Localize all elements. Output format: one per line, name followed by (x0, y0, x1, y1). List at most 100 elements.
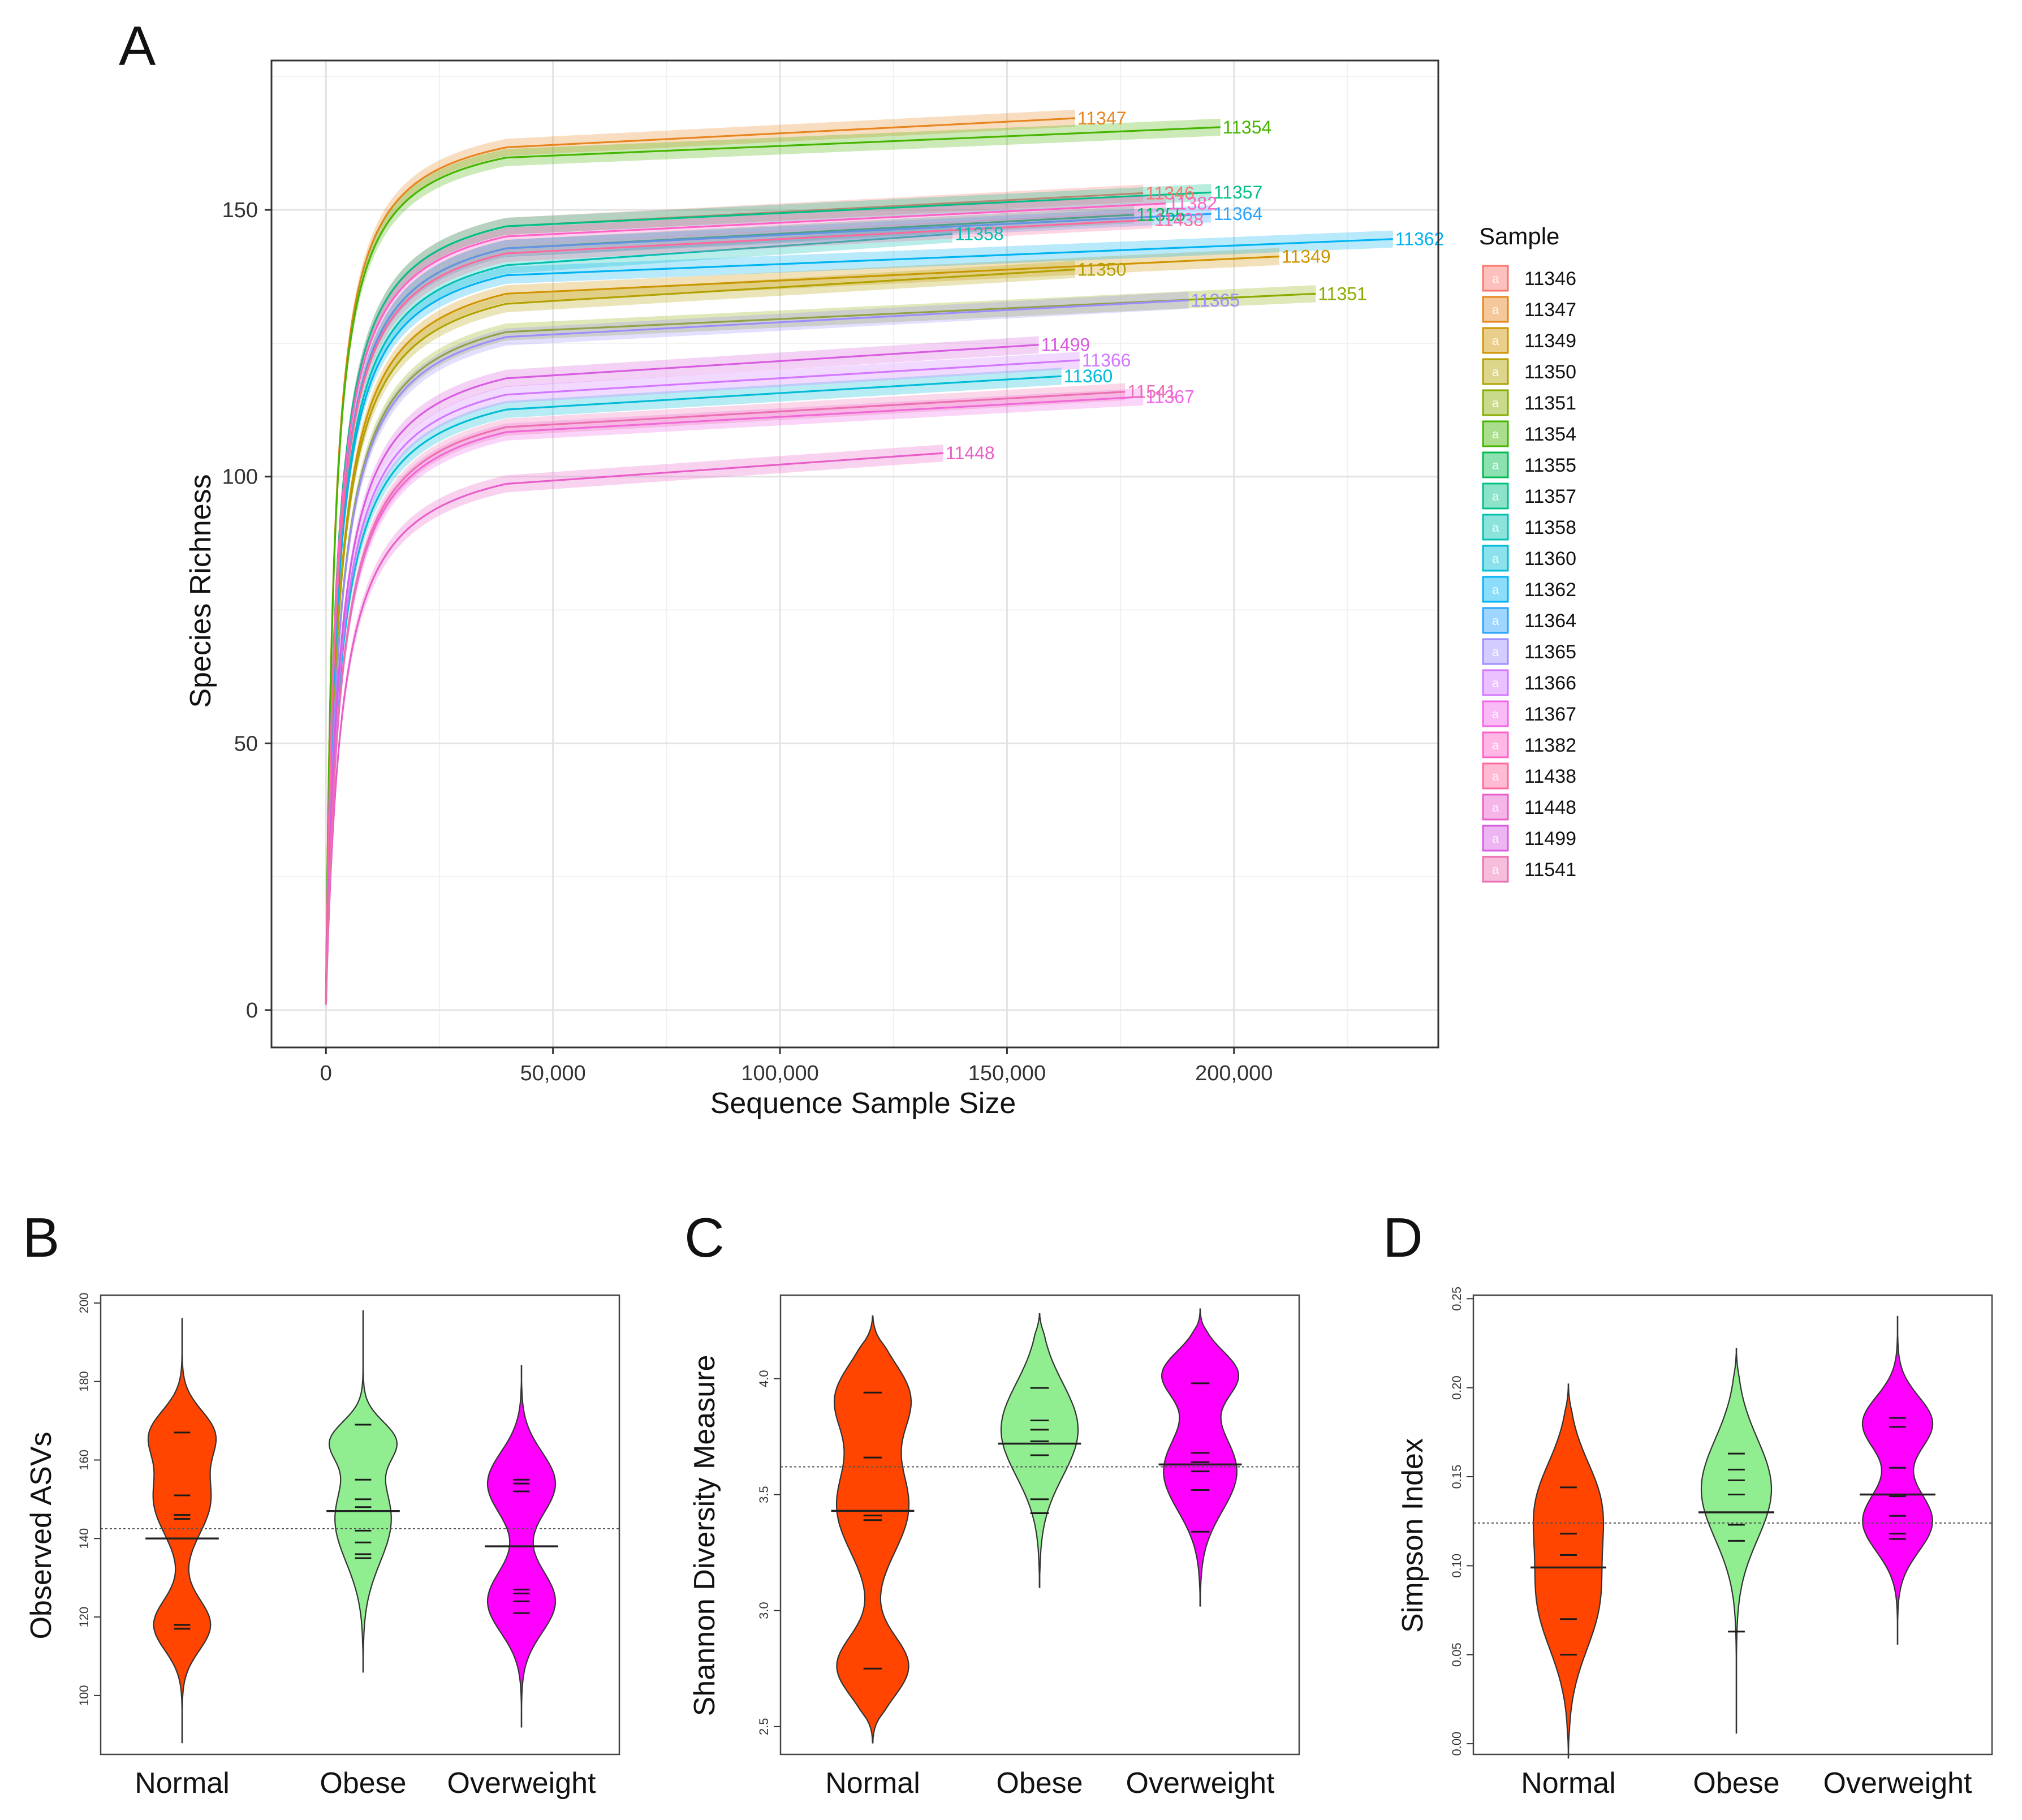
legend-key-glyph: a (1492, 271, 1499, 286)
panel-c-y-axis-title: Shannon Diversity Measure (688, 1355, 721, 1717)
y-tick-label: 0.25 (1450, 1287, 1464, 1311)
y-tick-label: 140 (77, 1528, 91, 1549)
legend-key-glyph: a (1492, 489, 1499, 503)
y-tick-label: 120 (77, 1607, 91, 1628)
legend-key-glyph: a (1492, 614, 1499, 628)
legend-label-11360: 11360 (1524, 548, 1576, 570)
curve-ribbon-11362 (326, 230, 1393, 1013)
curve-line-11365 (325, 299, 1189, 1005)
x-tick-label: 50,000 (520, 1062, 586, 1085)
curve-label-11349: 11349 (1282, 247, 1331, 267)
legend-key-glyph: a (1492, 676, 1499, 690)
y-tick-label: 0.15 (1450, 1465, 1464, 1489)
panel-a-curve-labels: 11346 11347 11349 11350 11351 11354 11355 11357… (946, 108, 1444, 463)
legend-label-11354: 11354 (1524, 424, 1576, 445)
y-tick-label: 0 (246, 999, 258, 1023)
panel-d-letter: D (1383, 1206, 1423, 1269)
legend-key-11448 (1482, 793, 1509, 821)
legend-label-11499: 11499 (1524, 828, 1576, 849)
category-label-normal: Normal (825, 1767, 920, 1800)
legend-label-11357: 11357 (1524, 486, 1576, 507)
curve-label-11355: 11355 (1136, 205, 1185, 225)
legend-key-11364 (1482, 607, 1509, 634)
curve-line-11541 (325, 391, 1126, 1005)
category-label-overweight: Overweight (447, 1767, 597, 1800)
y-tick-label: 4.0 (757, 1370, 771, 1387)
curve-label-11364: 11364 (1214, 204, 1263, 224)
curve-label-11367: 11367 (1145, 386, 1195, 407)
curve-line-11499 (325, 344, 1039, 1005)
panel-a-curves (325, 109, 1393, 1013)
legend-key-glyph: a (1492, 396, 1499, 410)
curve-line-11358 (325, 233, 953, 1005)
legend-key-11355 (1482, 451, 1509, 478)
panel-d-plot: Normal Obese Overweight 0.00 0.05 0.10 0.15 0.2… (1450, 1287, 1993, 1800)
legend-label-11367: 11367 (1524, 704, 1576, 725)
panel-a: A 11346 11347 11349 11350 11351 11354 11355 113… (119, 15, 1576, 1120)
legend-label-11364: 11364 (1524, 610, 1576, 632)
x-tick-label: 150,000 (968, 1062, 1046, 1085)
curve-label-11354: 11354 (1223, 117, 1272, 137)
legend-title: Sample (1479, 223, 1559, 249)
panel-a-y-axis-title: Species Richness (184, 474, 217, 708)
violin-overweight (1161, 1308, 1240, 1607)
category-label-overweight: Overweight (1823, 1767, 1973, 1800)
curve-ribbon-11346 (326, 184, 1144, 1013)
panel-a-plot-background (271, 61, 1438, 1047)
legend-label-11350: 11350 (1524, 361, 1576, 383)
y-tick-label: 2.5 (757, 1718, 771, 1735)
curve-line-11438 (325, 219, 1153, 1004)
legend-key-11541 (1482, 856, 1509, 883)
curve-line-11350 (325, 268, 1075, 1005)
panel-a-x-axis-title: Sequence Sample Size (710, 1087, 1016, 1120)
x-tick-label: 0 (320, 1062, 332, 1085)
legend-key-glyph: a (1492, 800, 1499, 814)
legend-label-11347: 11347 (1524, 299, 1576, 321)
legend-key-11365 (1482, 638, 1509, 665)
violin-overweight (1861, 1316, 1934, 1645)
legend-label-11351: 11351 (1524, 393, 1576, 414)
curve-line-11366 (325, 359, 1080, 1005)
curve-line-11362 (325, 238, 1393, 1005)
category-label-obese: Obese (996, 1767, 1083, 1800)
y-tick-label: 3.0 (757, 1602, 771, 1619)
curve-ribbon-11349 (326, 248, 1279, 1013)
legend-key-glyph: a (1492, 769, 1499, 783)
legend-key-glyph: a (1492, 831, 1499, 846)
legend-key-glyph: a (1492, 334, 1499, 348)
curve-label-11351: 11351 (1318, 283, 1367, 304)
panel-a-x-ticks: 0 50,000 100,000 150,000 200,000 (320, 1047, 1273, 1085)
plot-border (100, 1294, 620, 1756)
panel-a-letter: A (119, 15, 156, 77)
curve-ribbon-11438 (326, 211, 1153, 1013)
legend-key-glyph: a (1492, 520, 1499, 534)
violin-obese (328, 1310, 398, 1673)
panel-b-plot: Normal Obese Overweight 100 120 140 160 180 200 (77, 1293, 620, 1800)
y-tick-label: 3.5 (757, 1486, 771, 1503)
curve-line-11448 (325, 452, 944, 1005)
violin-obese (1000, 1313, 1079, 1588)
legend-key-11351 (1482, 389, 1509, 416)
legend-label-11366: 11366 (1524, 672, 1576, 694)
category-label-normal: Normal (1521, 1767, 1616, 1800)
curve-label-11357: 11357 (1214, 182, 1263, 202)
category-label-obese: Obese (1693, 1767, 1779, 1800)
legend-key-11367 (1482, 700, 1509, 727)
curve-label-11448: 11448 (946, 443, 995, 463)
legend-label-11541: 11541 (1524, 859, 1576, 881)
legend-key-11349 (1482, 327, 1509, 354)
curve-label-11346: 11346 (1145, 183, 1195, 203)
panel-d: D Normal Obese Overweight 0.00 0.05 0.10 0.15 0… (1383, 1206, 1993, 1800)
curve-ribbon-11347 (326, 109, 1075, 1013)
y-tick-label: 100 (222, 465, 258, 489)
legend-key-glyph: a (1492, 303, 1499, 317)
curve-label-11365: 11365 (1191, 290, 1240, 310)
panel-a-plot-border (270, 59, 1439, 1049)
curve-line-11357 (325, 191, 1212, 1004)
x-tick-label: 200,000 (1195, 1062, 1273, 1085)
legend-key-11350 (1482, 358, 1509, 385)
curve-ribbon-11382 (326, 195, 1166, 1013)
legend-label-11438: 11438 (1524, 766, 1576, 787)
legend-key-glyph: a (1492, 458, 1499, 472)
